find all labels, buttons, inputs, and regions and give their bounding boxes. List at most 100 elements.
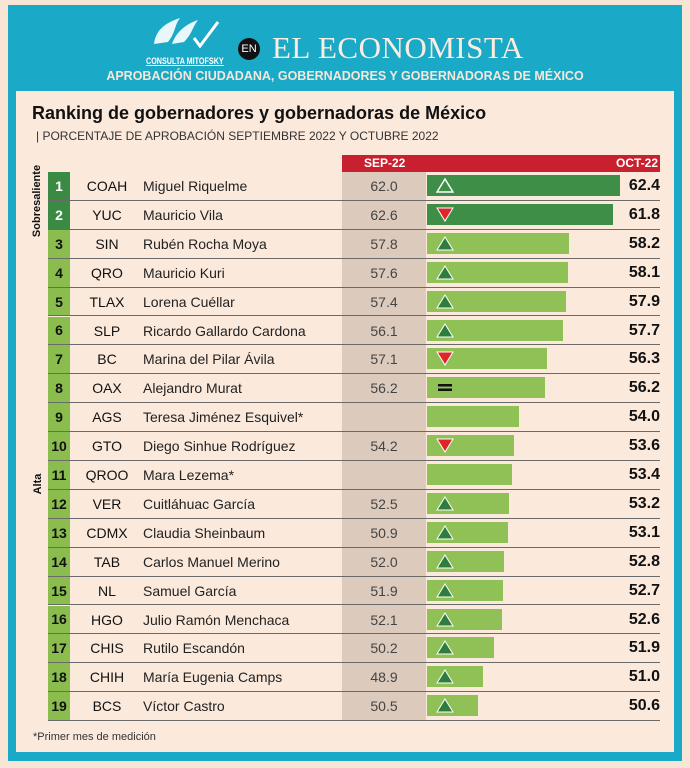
rank: 16 (48, 605, 70, 634)
sep-value: 57.1 (370, 351, 398, 368)
oct-value: 53.6 (628, 437, 660, 455)
oct-bar (427, 261, 569, 283)
trend-up-icon (436, 524, 454, 540)
trend-up-icon (436, 611, 454, 626)
governor-name: Mara Lezema* (143, 467, 235, 483)
oct-value: 61.8 (628, 205, 660, 223)
table-row: 13 CDMX Claudia Sheinbaum 50.9 53.1 (48, 518, 660, 548)
oct-value: 52.7 (628, 581, 660, 599)
oct-bar (427, 521, 509, 543)
mitofsky-logo: CONSULTA MITOFSKY (146, 14, 226, 66)
state: SLP (93, 322, 121, 339)
state: GTO (91, 438, 123, 455)
table-row: 15 NL Samuel García 51.9 52.7 (48, 576, 660, 606)
table-row: 2 YUC Mauricio Vila 62.6 61.8 (48, 200, 660, 230)
oct-bar (427, 348, 547, 370)
table-row: 8 OAX Alejandro Murat 56.2 56.2 (48, 374, 660, 404)
governor-name: Cuitláhuac García (143, 495, 256, 512)
chart-subtitle: | PORCENTAJE DE APROBACIÓN SEPTIEMBRE 20… (36, 129, 439, 143)
rank: 14 (48, 547, 70, 576)
rank: 1 (48, 172, 70, 200)
state: YUC (92, 206, 122, 223)
header-oct: OCT-22 (615, 156, 658, 170)
trend-up-icon (436, 553, 454, 569)
state: OAX (92, 380, 122, 397)
governor-name: Diego Sinhue Rodríguez (143, 438, 296, 455)
trend-up-icon (436, 669, 454, 684)
header-sep: SEP-22 (364, 156, 406, 170)
state: CHIS (90, 640, 124, 657)
rank: 17 (48, 634, 70, 663)
table-row: 1 COAH Miguel Riquelme 62.0 62.4 (48, 172, 660, 201)
oct-bar (427, 637, 494, 659)
state: TAB (93, 553, 121, 570)
rank: 11 (48, 461, 70, 489)
rank: 10 (48, 432, 70, 460)
trend-down-icon (436, 207, 454, 222)
state: SIN (95, 235, 119, 252)
sep-value: 56.1 (370, 322, 398, 339)
state: BCS (92, 698, 122, 715)
rank: 18 (48, 663, 70, 692)
sep-value: 62.0 (370, 178, 398, 194)
trend-up-icon (436, 698, 454, 713)
sep-value: 50.5 (370, 698, 398, 715)
oct-bar (427, 319, 564, 341)
sep-value: 57.8 (370, 235, 398, 252)
governor-name: Claudia Sheinbaum (143, 524, 266, 541)
header-subtitle: APROBACIÓN CIUDADANA, GOBERNADORES Y GOB… (106, 69, 584, 83)
table-row: 10 GTO Diego Sinhue Rodríguez 54.2 53.6 (48, 432, 660, 461)
governor-name: Carlos Manuel Merino (143, 553, 280, 570)
oct-value: 54.0 (628, 408, 660, 426)
oct-bar (427, 377, 546, 399)
oct-bar (427, 435, 515, 457)
category-label-sobresaliente: Sobresaliente (31, 164, 43, 238)
state: NL (98, 582, 116, 599)
oct-bar (427, 695, 478, 717)
trend-equal-icon (438, 384, 452, 392)
rank: 6 (48, 316, 70, 345)
oct-bar (427, 406, 519, 428)
governor-name: Julio Ramón Menchaca (143, 611, 290, 628)
oct-value: 58.2 (628, 234, 660, 252)
oct-value: 51.0 (628, 668, 660, 686)
state: QROO (85, 467, 129, 483)
trend-up-icon (436, 293, 454, 309)
sep-value: 62.6 (370, 206, 398, 223)
state: TLAX (89, 293, 125, 310)
state: CDMX (86, 524, 128, 541)
rank: 2 (48, 200, 70, 229)
governor-name: María Eugenia Camps (143, 669, 283, 686)
trend-down-icon (436, 438, 454, 454)
en-badge: EN (238, 38, 260, 60)
sep-value: 52.5 (370, 495, 398, 512)
oct-bar (427, 464, 512, 485)
state: QRO (91, 264, 123, 281)
rank: 19 (48, 692, 70, 721)
table-row: 14 TAB Carlos Manuel Merino 52.0 52.8 (48, 547, 660, 577)
table-row: 18 CHIH María Eugenia Camps 48.9 51.0 (48, 663, 660, 693)
chart-title: Ranking de gobernadores y gobernadoras d… (32, 103, 487, 123)
state: AGS (92, 409, 122, 426)
trend-up-icon (436, 322, 454, 337)
rank: 13 (48, 518, 70, 547)
category-label-alta: Alta (32, 473, 44, 495)
sep-value: 50.9 (370, 524, 398, 541)
oct-bar (427, 232, 570, 254)
oct-value: 57.9 (628, 292, 660, 310)
sep-value: 48.9 (370, 669, 398, 686)
governor-name: Rutilo Escandón (143, 640, 245, 657)
state: VER (92, 495, 122, 512)
governor-name: Alejandro Murat (143, 380, 242, 397)
rank: 7 (48, 345, 70, 374)
sep-value: 50.2 (370, 640, 398, 657)
governor-name: Samuel García (143, 582, 237, 599)
table-row: 9 AGS Teresa Jiménez Esquivel* 54.0 (48, 403, 660, 433)
sep-value: 54.2 (370, 438, 398, 455)
governor-name: Ricardo Gallardo Cardona (143, 322, 306, 339)
governor-name: Lorena Cuéllar (143, 293, 235, 310)
oct-value: 50.6 (628, 697, 660, 715)
table-row: 12 VER Cuitláhuac García 52.5 53.2 (48, 489, 660, 519)
governor-name: Marina del Pilar Ávila (143, 351, 275, 368)
column-header: SEP-22 OCT-22 (342, 155, 660, 172)
